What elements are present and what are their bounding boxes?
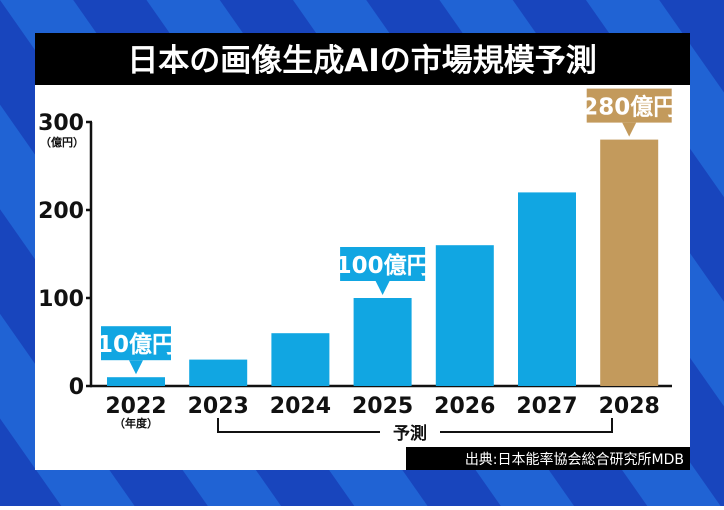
- x-unit-label: （年度）: [114, 416, 158, 430]
- bar-2023: [189, 359, 248, 386]
- callout-box: [340, 247, 426, 281]
- y-tick-label: 300: [38, 111, 84, 136]
- callout-label: 10億円: [97, 331, 175, 358]
- y-tick-label: 0: [69, 375, 84, 400]
- bar-2022: [107, 377, 165, 386]
- bar-2027: [518, 192, 576, 386]
- x-tick-label: 2026: [434, 394, 495, 419]
- x-tick-label: 2025: [352, 394, 413, 419]
- y-unit-label: （億円）: [40, 135, 84, 149]
- x-tick-label: 2022: [105, 394, 166, 419]
- bar-2026: [435, 245, 494, 386]
- x-tick-label: 2024: [270, 394, 331, 419]
- forecast-bracket: [217, 418, 613, 433]
- callout-label: 280億円: [582, 94, 676, 121]
- callout-box: [101, 326, 171, 361]
- callout-pointer: [622, 122, 637, 137]
- callout-box: [586, 88, 672, 123]
- callout-pointer: [375, 281, 390, 295]
- bar-2028: [600, 139, 659, 386]
- forecast-label: 予測: [393, 423, 427, 444]
- callout-label: 100億円: [336, 252, 430, 279]
- x-tick-label: 2023: [188, 394, 249, 419]
- callout-pointer: [129, 360, 143, 375]
- x-tick-label: 2028: [599, 394, 660, 419]
- y-tick-label: 200: [38, 199, 84, 224]
- bar-2024: [271, 333, 330, 386]
- chart-title: 日本の画像生成AIの市場規模予測: [127, 43, 597, 79]
- bar-2025: [353, 298, 412, 386]
- title-bar: [35, 33, 690, 85]
- source-box: [406, 447, 690, 470]
- source-text: 出典:日本能率協会総合研究所MDB: [465, 451, 684, 468]
- x-tick-label: 2027: [516, 394, 577, 419]
- y-tick-label: 100: [38, 287, 84, 312]
